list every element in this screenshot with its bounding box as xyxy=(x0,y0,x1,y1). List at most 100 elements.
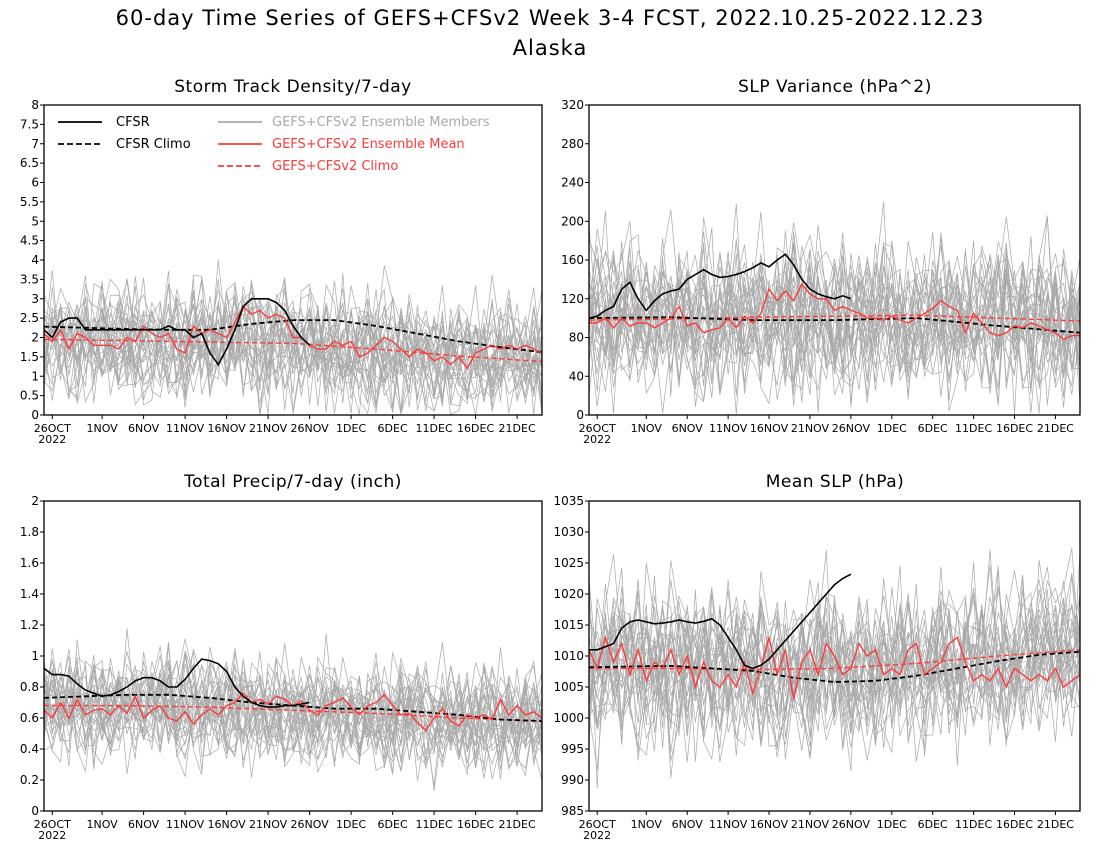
member-line xyxy=(589,251,1080,413)
x-tick-label: 6NOV xyxy=(128,422,160,435)
member-line xyxy=(44,277,542,415)
y-tick-label: 7.5 xyxy=(20,117,39,131)
x-tick-label: 16NOV xyxy=(207,422,246,435)
y-tick-label: 3 xyxy=(31,292,39,306)
y-tick-label: 1.5 xyxy=(20,350,39,364)
x-year-label: 2022 xyxy=(583,829,611,842)
member-line xyxy=(589,594,1080,753)
y-tick-label: 1010 xyxy=(553,649,584,663)
series-group xyxy=(44,658,542,732)
member-line xyxy=(44,281,542,404)
figure-title: 60-day Time Series of GEFS+CFSv2 Week 3-… xyxy=(115,6,985,30)
x-tick-label: 11DEC xyxy=(955,818,992,831)
member-line xyxy=(589,618,1080,747)
member-line xyxy=(589,216,1080,403)
y-tick-label: 200 xyxy=(561,214,584,228)
y-tick-label: 1030 xyxy=(553,525,584,539)
series-cfsr xyxy=(589,253,852,319)
x-tick-label: 16NOV xyxy=(750,422,789,435)
y-tick-label: 1 xyxy=(31,369,39,383)
x-tick-label: 26OCT xyxy=(34,818,71,831)
series-gefs-cfsv2-ensemble-mean xyxy=(44,305,542,370)
member-line xyxy=(589,245,1080,397)
member-line xyxy=(44,647,542,786)
y-tick-label: 1.2 xyxy=(20,618,39,632)
member-line xyxy=(44,642,542,763)
legend-label: GEFS+CFSv2 Ensemble Members xyxy=(272,115,490,130)
y-tick-label: 5.5 xyxy=(20,195,39,209)
x-tick-label: 21DEC xyxy=(1037,422,1074,435)
x-tick-label: 11DEC xyxy=(416,422,453,435)
y-tick-label: 2 xyxy=(31,494,39,508)
x-tick-label: 6NOV xyxy=(128,818,160,831)
member-line xyxy=(589,248,1080,414)
x-tick-label: 1NOV xyxy=(86,818,118,831)
member-line xyxy=(44,651,542,782)
member-line xyxy=(44,280,542,412)
x-tick-label: 1DEC xyxy=(336,818,366,831)
member-line xyxy=(589,234,1080,406)
y-tick-label: 160 xyxy=(561,253,584,267)
y-tick-label: 240 xyxy=(561,176,584,190)
x-tick-label: 21NOV xyxy=(249,422,288,435)
y-tick-label: 320 xyxy=(561,98,584,112)
x-tick-label: 1NOV xyxy=(631,422,663,435)
member-line xyxy=(44,270,542,414)
legend-label: CFSR Climo xyxy=(116,137,191,152)
figure-subtitle: Alaska xyxy=(512,36,588,60)
x-tick-label: 1NOV xyxy=(631,818,663,831)
y-tick-label: 2.5 xyxy=(20,311,39,325)
x-tick-label: 11NOV xyxy=(709,422,748,435)
x-tick-label: 6NOV xyxy=(672,422,704,435)
member-line xyxy=(44,665,542,773)
member-line xyxy=(589,216,1080,408)
y-tick-label: 40 xyxy=(569,369,584,383)
series-group xyxy=(44,297,542,370)
y-tick-label: 6.5 xyxy=(20,156,39,170)
member-line xyxy=(589,550,1080,761)
member-line xyxy=(44,654,542,770)
y-tick-label: 1035 xyxy=(553,494,584,508)
y-tick-label: 985 xyxy=(561,804,584,818)
member-line xyxy=(44,286,542,414)
member-line xyxy=(589,587,1080,763)
x-tick-label: 16NOV xyxy=(207,818,246,831)
series-cfsr xyxy=(44,297,311,367)
x-tick-label: 6DEC xyxy=(378,818,408,831)
member-line xyxy=(44,656,542,765)
member-line xyxy=(589,587,1080,771)
series-group xyxy=(589,253,1080,341)
series-gefs-cfsv2-ensemble-mean xyxy=(589,282,1080,341)
series-gefs-cfsv2-climo xyxy=(589,314,1080,322)
legend-label: CFSR xyxy=(116,115,150,130)
y-tick-label: 8 xyxy=(31,98,39,112)
x-year-label: 2022 xyxy=(38,433,66,446)
y-tick-label: 1025 xyxy=(553,556,584,570)
x-tick-label: 26OCT xyxy=(34,422,71,435)
x-tick-label: 1NOV xyxy=(86,422,118,435)
series-cfsr-climo xyxy=(589,650,1080,683)
panel-title: Total Precip/7-day (inch) xyxy=(183,472,402,492)
y-tick-label: 0.6 xyxy=(20,711,39,725)
panel-title: Mean SLP (hPa) xyxy=(766,472,905,492)
series-gefs-cfsv2-climo xyxy=(44,704,542,722)
y-tick-label: 0.4 xyxy=(20,742,39,756)
y-tick-label: 1020 xyxy=(553,587,584,601)
x-tick-label: 6DEC xyxy=(918,818,948,831)
member-line xyxy=(44,659,542,780)
x-tick-label: 26NOV xyxy=(832,422,871,435)
y-tick-label: 1.4 xyxy=(20,587,39,601)
y-tick-label: 3.5 xyxy=(20,272,39,286)
panel-4: Mean SLP (hPa) 985 990 995 1000 1005 1010 1015 1… xyxy=(553,472,1081,842)
y-tick-label: 7 xyxy=(31,137,39,151)
x-tick-label: 6DEC xyxy=(918,422,948,435)
y-tick-label: 0 xyxy=(31,804,39,818)
member-line xyxy=(589,551,1080,750)
member-line xyxy=(589,582,1080,762)
x-tick-label: 16DEC xyxy=(996,818,1033,831)
panel-2: SLP Variance (hPa^2) 0 40 80 120 160 200 240 280… xyxy=(561,77,1081,446)
y-tick-label: 2 xyxy=(31,331,39,345)
x-tick-label: 16DEC xyxy=(996,422,1033,435)
series-gefs-cfsv2-ensemble-mean xyxy=(589,634,1080,700)
